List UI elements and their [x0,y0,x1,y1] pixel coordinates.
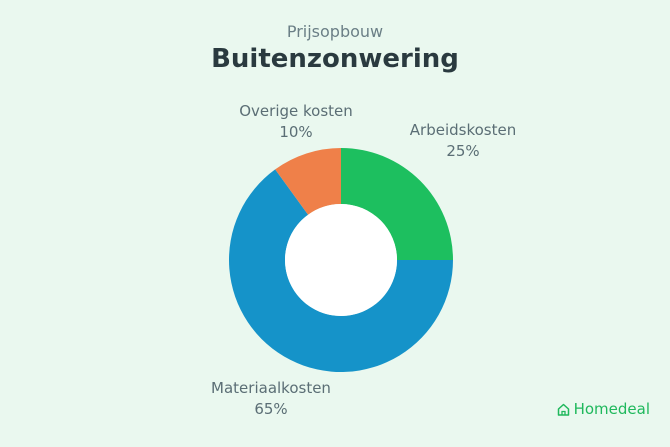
slice-label-arbeidskosten: Arbeidskosten 25% [388,120,538,162]
slice-name: Overige kosten [239,102,353,120]
brand-name: Homedeal [573,400,650,418]
house-icon [557,403,569,416]
slice-label-materiaalkosten: Materiaalkosten 65% [196,378,346,420]
slice-value: 10% [279,123,313,141]
slice-value: 65% [254,400,288,418]
slice-name: Arbeidskosten [409,121,517,139]
donut-hole [285,204,397,316]
slice-value: 25% [446,142,480,160]
donut-slice-materiaalkosten [229,169,453,373]
slice-name: Materiaalkosten [211,379,331,397]
homedeal-logo: Homedeal [557,400,650,418]
donut-slice-arbeidskosten [341,148,453,260]
chart-title: Buitenzonwering [211,44,459,74]
slice-label-overige-kosten: Overige kosten 10% [221,101,371,143]
chart-subtitle: Prijsopbouw [286,22,384,41]
donut-slice-overige-kosten [275,148,341,215]
